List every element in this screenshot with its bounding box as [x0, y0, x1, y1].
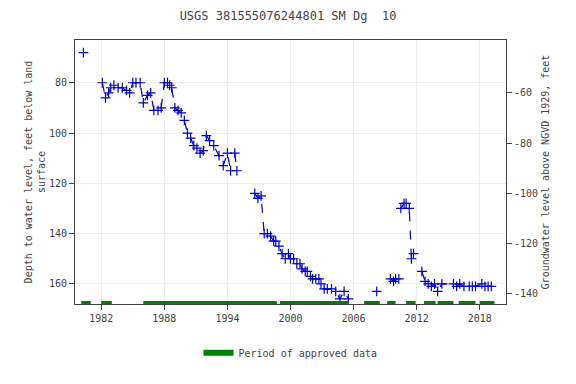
svg-text:1988: 1988: [152, 313, 176, 324]
svg-text:1982: 1982: [89, 313, 113, 324]
svg-text:Groundwater level above NGVD 1: Groundwater level above NGVD 1929, feet: [540, 55, 551, 290]
svg-text:2006: 2006: [342, 313, 366, 324]
svg-text:100: 100: [49, 128, 67, 139]
svg-text:2018: 2018: [468, 313, 492, 324]
svg-text:140: 140: [49, 228, 67, 239]
svg-text:2012: 2012: [405, 313, 429, 324]
svg-text:2000: 2000: [278, 313, 302, 324]
svg-text:USGS 381555076244801 SM Dg 10: USGS 381555076244801 SM Dg 10: [180, 9, 397, 23]
svg-text:-100: -100: [514, 188, 538, 199]
svg-text:Depth to water level, feet bel: Depth to water level, feet below landsur…: [23, 61, 47, 284]
svg-text:80: 80: [55, 77, 67, 88]
svg-text:1994: 1994: [215, 313, 239, 324]
svg-text:160: 160: [49, 278, 67, 289]
svg-text:-120: -120: [514, 238, 538, 249]
svg-text:Period of approved data: Period of approved data: [239, 348, 377, 359]
svg-text:-60: -60: [514, 87, 532, 98]
svg-text:-80: -80: [514, 138, 532, 149]
svg-text:120: 120: [49, 178, 67, 189]
svg-text:-140: -140: [514, 288, 538, 299]
